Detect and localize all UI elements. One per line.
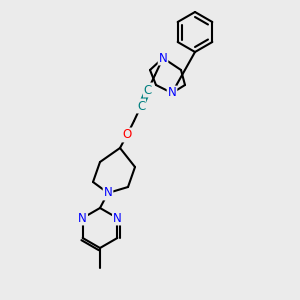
Text: C: C [137, 100, 145, 112]
Text: N: N [78, 212, 87, 224]
Text: C: C [144, 83, 152, 97]
Text: N: N [159, 52, 167, 64]
Text: N: N [168, 86, 176, 100]
Text: N: N [113, 212, 122, 224]
Text: N: N [103, 187, 112, 200]
Text: O: O [122, 128, 132, 142]
